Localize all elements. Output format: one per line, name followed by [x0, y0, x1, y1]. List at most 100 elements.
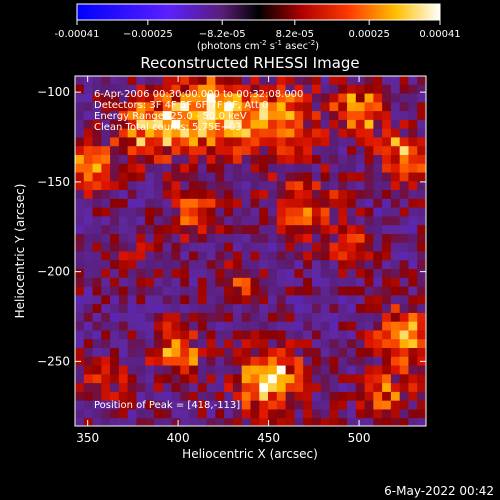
heatmap-cell: [399, 295, 409, 305]
heatmap-cell: [382, 286, 392, 296]
heatmap-cell: [127, 400, 137, 410]
heatmap-cell: [162, 198, 172, 209]
heatmap-cell: [373, 418, 383, 426]
heatmap-cell: [373, 365, 383, 375]
heatmap-cell: [390, 163, 401, 173]
heatmap-cell: [197, 286, 208, 296]
heatmap-cell: [92, 365, 102, 375]
heatmap-cell: [162, 163, 172, 173]
heatmap-cell: [162, 84, 172, 94]
heatmap-cell: [180, 190, 190, 200]
heatmap-cell: [241, 181, 251, 191]
heatmap-cell: [347, 119, 357, 130]
heatmap-cell: [101, 348, 111, 358]
heatmap-cell: [145, 356, 155, 366]
heatmap-cell: [206, 154, 216, 165]
heatmap-cell: [408, 111, 418, 121]
heatmap-cell: [136, 216, 146, 226]
heatmap-cell: [382, 216, 392, 226]
heatmap-cell: [180, 277, 190, 288]
heatmap-cell: [320, 365, 330, 375]
heatmap-cell: [285, 374, 295, 384]
heatmap-cell: [285, 321, 295, 331]
heatmap-cell: [232, 198, 243, 209]
heatmap-cell: [118, 418, 129, 426]
heatmap-cell: [347, 242, 357, 252]
heatmap-cell: [338, 163, 348, 173]
heatmap-cell: [215, 286, 225, 296]
heatmap-cell: [92, 84, 102, 94]
heatmap-cell: [399, 383, 409, 393]
heatmap-cell: [294, 102, 304, 112]
heatmap-cell: [127, 339, 137, 349]
heatmap-cell: [83, 277, 93, 288]
heatmap-cell: [382, 198, 392, 209]
heatmap-cell: [268, 207, 278, 217]
heatmap-cell: [364, 84, 374, 94]
heatmap-cell: [408, 260, 418, 270]
heatmap-cell: [285, 216, 295, 226]
heatmap-cell: [145, 93, 155, 103]
heatmap-cell: [250, 111, 260, 121]
heatmap-cell: [118, 190, 129, 200]
heatmap-cell: [311, 295, 322, 305]
heatmap-cell: [180, 304, 190, 314]
heatmap-cell: [382, 172, 392, 182]
heatmap-cell: [294, 154, 304, 165]
heatmap-cell: [329, 190, 339, 200]
heatmap-cell: [355, 312, 365, 323]
heatmap-cell: [382, 251, 392, 261]
heatmap-cell: [373, 111, 383, 121]
heatmap-cell: [276, 348, 287, 358]
heatmap-cell: [303, 330, 313, 340]
heatmap-cell: [162, 312, 172, 323]
heatmap-cell: [189, 225, 199, 235]
heatmap-cell: [92, 356, 102, 366]
x-tick-label: 450: [257, 431, 280, 445]
heatmap-cell: [250, 119, 260, 130]
heatmap-cell: [110, 76, 120, 86]
heatmap-cell: [373, 339, 383, 349]
heatmap-cell: [215, 216, 225, 226]
heatmap-cell: [250, 146, 260, 156]
heatmap-cell: [127, 181, 137, 191]
heatmap-cell: [197, 269, 208, 279]
heatmap-cell: [180, 418, 190, 426]
heatmap-cell: [417, 365, 426, 375]
heatmap-cell: [408, 190, 418, 200]
heatmap-cell: [136, 277, 146, 288]
heatmap-cell: [215, 119, 225, 130]
heatmap-cell: [75, 207, 85, 217]
heatmap-cell: [390, 348, 401, 358]
heatmap-cell: [276, 260, 287, 270]
heatmap-cell: [285, 181, 295, 191]
heatmap-cell: [127, 172, 137, 182]
heatmap-cell: [224, 260, 234, 270]
heatmap-cell: [153, 295, 164, 305]
heatmap-cell: [311, 356, 322, 366]
heatmap-cell: [399, 119, 409, 130]
footer-timestamp: 6-May-2022 00:42: [384, 484, 494, 498]
heatmap-cell: [197, 233, 208, 244]
heatmap-cell: [197, 225, 208, 235]
heatmap-cell: [127, 391, 137, 402]
heatmap-cell: [101, 418, 111, 426]
heatmap-cell: [338, 76, 348, 86]
heatmap-cell: [189, 216, 199, 226]
heatmap-cell: [259, 93, 269, 103]
heatmap-cell: [259, 242, 269, 252]
heatmap-cell: [224, 190, 234, 200]
heatmap-cell: [329, 119, 339, 130]
heatmap-cell: [364, 312, 374, 323]
heatmap-cell: [417, 93, 426, 103]
heatmap-cell: [303, 207, 313, 217]
heatmap-cell: [259, 76, 269, 86]
heatmap-cell: [153, 172, 164, 182]
heatmap-cell: [268, 111, 278, 121]
x-axis-label: Heliocentric X (arcsec): [182, 447, 318, 461]
heatmap-cell: [162, 137, 172, 147]
heatmap-cell: [171, 242, 181, 252]
heatmap-cell: [83, 400, 93, 410]
heatmap-cell: [224, 277, 234, 288]
heatmap-cell: [180, 137, 190, 147]
